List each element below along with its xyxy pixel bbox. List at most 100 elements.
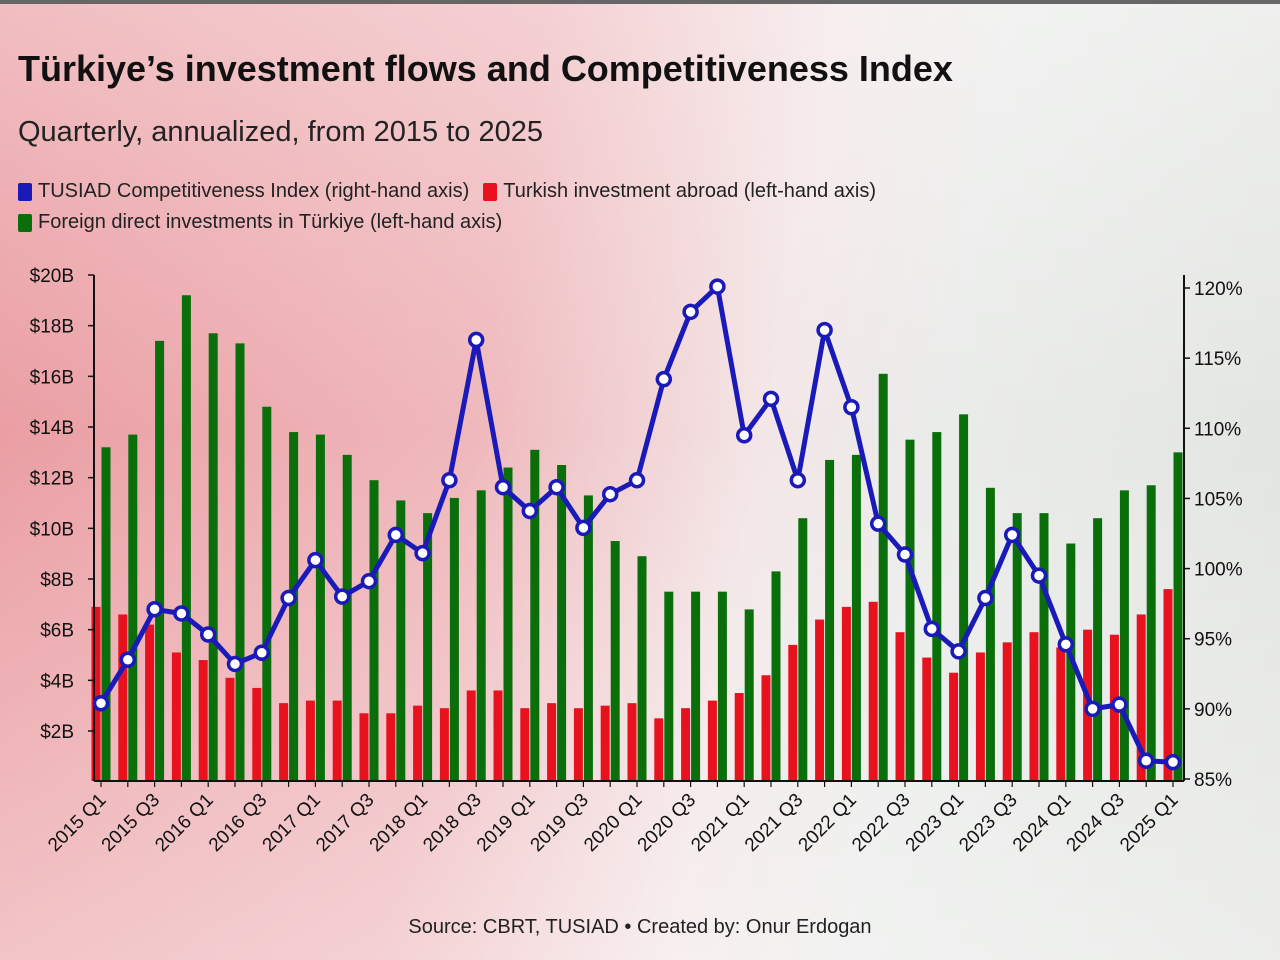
bar-fdi [449,497,459,781]
index-point [226,655,244,673]
index-point [307,551,324,569]
x-tick-label: 2020 Q1 [580,790,646,856]
bar-fdi [1119,490,1129,781]
legend-row-2: Foreign direct investments in Türkiye (l… [18,211,516,234]
index-point [146,601,163,618]
bar-abroad [1056,647,1066,781]
bar-abroad [1002,642,1012,781]
bar-abroad [332,700,342,781]
bar-abroad [225,677,235,781]
bar-fdi [235,343,245,781]
bar-fdi [315,434,325,781]
bar-fdi [530,449,540,781]
right-tick-label: 85% [1194,770,1232,791]
bar-fdi [691,591,701,781]
chart-subtitle: Quarterly, annualized, from 2015 to 2025 [18,116,544,148]
index-point [735,427,753,444]
legend-item-index: TUSIAD Competitiveness Index (right-hand… [18,180,469,203]
bar-abroad [279,703,289,781]
legend-label-fdi: Foreign direct investments in Türkiye (l… [38,211,503,233]
x-tick-label: 2022 Q3 [848,790,914,856]
index-point [1137,752,1155,770]
left-tick-label: $18B [30,317,74,338]
index-point [1003,526,1021,544]
left-tick-label: $14B [30,418,74,439]
bar-fdi [1173,452,1183,781]
index-point [1030,567,1048,584]
index-point [789,471,807,489]
right-tick-label: 115% [1194,349,1241,370]
bar-fdi [878,373,888,781]
right-tick-label: 120% [1194,279,1243,300]
index-point [1164,753,1182,771]
x-tick-label: 2018 Q3 [419,790,485,856]
bar-abroad [975,652,985,781]
x-tick-label: 2017 Q3 [312,790,378,856]
bar-fdi [369,480,379,781]
left-tick-label: $20B [30,266,74,287]
x-tick-label: 2024 Q1 [1009,790,1075,856]
x-tick-label: 2024 Q3 [1063,790,1129,856]
index-line [98,284,1176,765]
bar-abroad [547,703,557,781]
legend-label-index: TUSIAD Competitiveness Index (right-hand… [38,180,470,202]
index-point [173,605,190,622]
chart-title: Türkiye’s investment flows and Competiti… [18,48,953,89]
bar-fdi [959,414,969,781]
index-point [950,643,967,660]
bar-fdi [503,467,513,781]
left-tick-label: $16B [30,367,74,388]
left-tick-label: $12B [30,469,74,490]
left-tick-label: $10B [30,519,74,540]
bar-fdi [423,513,433,781]
bar-abroad [198,660,208,781]
bar-abroad [91,606,101,781]
bar-fdi [1146,485,1156,781]
bar-abroad [439,708,449,781]
index-point [467,331,485,349]
right-tick-label: 95% [1194,630,1232,651]
index-point [441,471,458,489]
bar-abroad [520,708,530,781]
index-point [387,526,405,544]
index-point [762,390,780,408]
bar-fdi [101,447,111,781]
bar-abroad [761,675,771,781]
bar-abroad [413,705,423,781]
index-point [628,471,646,489]
right-tick-label: 100% [1194,560,1243,581]
bar-abroad [841,606,851,781]
bar-fdi [825,459,835,781]
index-point [360,572,378,590]
left-tick-label: $2B [40,722,74,743]
bar-fdi [664,591,674,781]
bar-abroad [1163,589,1173,781]
bar-fdi [208,333,218,781]
bar-fdi [905,439,915,781]
index-point [682,303,699,321]
bar-abroad [788,644,798,781]
index-point [521,502,539,520]
x-tick-label: 2023 Q3 [955,790,1021,856]
bar-fdi [851,454,861,781]
bar-fdi [717,591,727,781]
bar-abroad [466,690,476,781]
legend-row-1: TUSIAD Competitiveness Index (right-hand… [18,180,890,203]
index-point [280,589,297,607]
index-point [548,478,565,496]
x-tick-label: 2025 Q1 [1116,790,1182,856]
bar-abroad [707,700,717,781]
bar-abroad [118,614,128,781]
legend-swatch-abroad [483,182,498,201]
bar-fdi [1039,513,1049,781]
index-point [601,485,619,503]
bar-fdi [744,609,754,781]
bar-abroad [627,703,637,781]
legend-item-abroad: Turkish investment abroad (left-hand axi… [483,180,876,203]
bar-fdi [262,406,272,781]
bar-abroad [868,601,878,781]
bar-fdi [557,465,567,781]
bar-abroad [600,705,610,781]
bar-abroad [1136,614,1146,781]
index-point [977,589,994,607]
